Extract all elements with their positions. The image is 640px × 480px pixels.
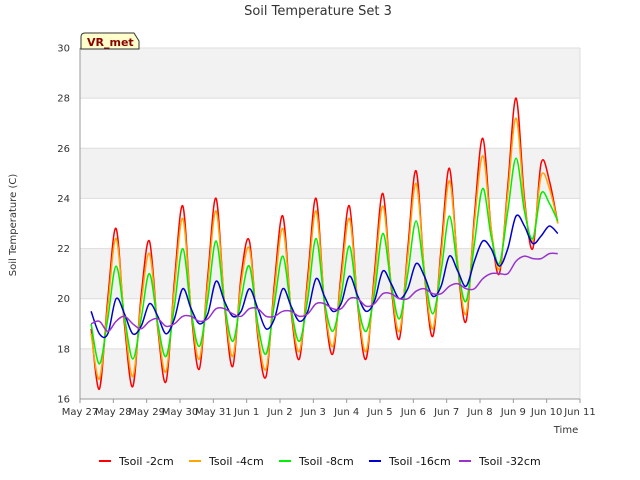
- y-tick-label: 28: [57, 94, 70, 105]
- y-tick-label: 30: [57, 44, 70, 55]
- legend-label: Tsoil -32cm: [478, 455, 541, 468]
- vr-met-badge: VR_met: [80, 32, 140, 50]
- x-tick-label: Jun 10: [530, 407, 563, 418]
- x-tick-label: May 30: [162, 407, 199, 418]
- x-axis-label: Time: [553, 425, 578, 436]
- y-tick-label: 22: [57, 244, 70, 255]
- x-tick-label: May 27: [62, 407, 99, 418]
- y-tick-label: 24: [57, 194, 70, 205]
- x-tick-label: Jun 7: [433, 407, 459, 418]
- x-tick-label: Jun 9: [500, 407, 526, 418]
- y-tick-label: 20: [57, 294, 70, 305]
- x-tick-label: May 29: [128, 407, 165, 418]
- legend-label: Tsoil -4cm: [208, 455, 264, 468]
- plot-band: [80, 48, 580, 99]
- badge-label: VR_met: [87, 36, 134, 49]
- x-tick-label: May 28: [95, 407, 132, 418]
- series-lines: [90, 97, 559, 390]
- series-line-tsoil-8cm: [90, 157, 559, 365]
- series-line-tsoil-32cm: [90, 252, 558, 333]
- legend: Tsoil -2cm Tsoil -4cm Tsoil -8cm Tsoil -16c…: [99, 455, 541, 468]
- x-tick-label: Jun 2: [266, 407, 292, 418]
- y-axis-label: Soil Temperature (C): [8, 174, 19, 277]
- plot-band: [80, 148, 580, 199]
- x-tick-label: Jun 6: [400, 407, 426, 418]
- x-tick-label: Jun 8: [466, 407, 492, 418]
- x-tick-label: Jun 4: [333, 407, 359, 418]
- y-tick-label: 16: [57, 395, 70, 406]
- y-tick-label: 26: [57, 144, 70, 155]
- legend-label: Tsoil -16cm: [388, 455, 451, 468]
- x-tick-label: Jun 1: [233, 407, 259, 418]
- plot-background: [80, 48, 580, 399]
- x-tick-label: Jun 3: [300, 407, 326, 418]
- legend-label: Tsoil -2cm: [118, 455, 174, 468]
- x-tick-label: May 31: [195, 407, 232, 418]
- x-tick-label: Jun 11: [563, 407, 596, 418]
- y-axis-ticks: 16 18 20 22 24 26 28 30: [57, 44, 70, 406]
- series-line-tsoil-16cm: [90, 214, 559, 339]
- legend-label: Tsoil -8cm: [298, 455, 354, 468]
- x-tick-label: Jun 5: [366, 407, 392, 418]
- y-tick-label: 18: [57, 344, 70, 355]
- plot-band: [80, 348, 580, 399]
- chart-title: Soil Temperature Set 3: [244, 4, 392, 19]
- badge-box: [80, 32, 140, 50]
